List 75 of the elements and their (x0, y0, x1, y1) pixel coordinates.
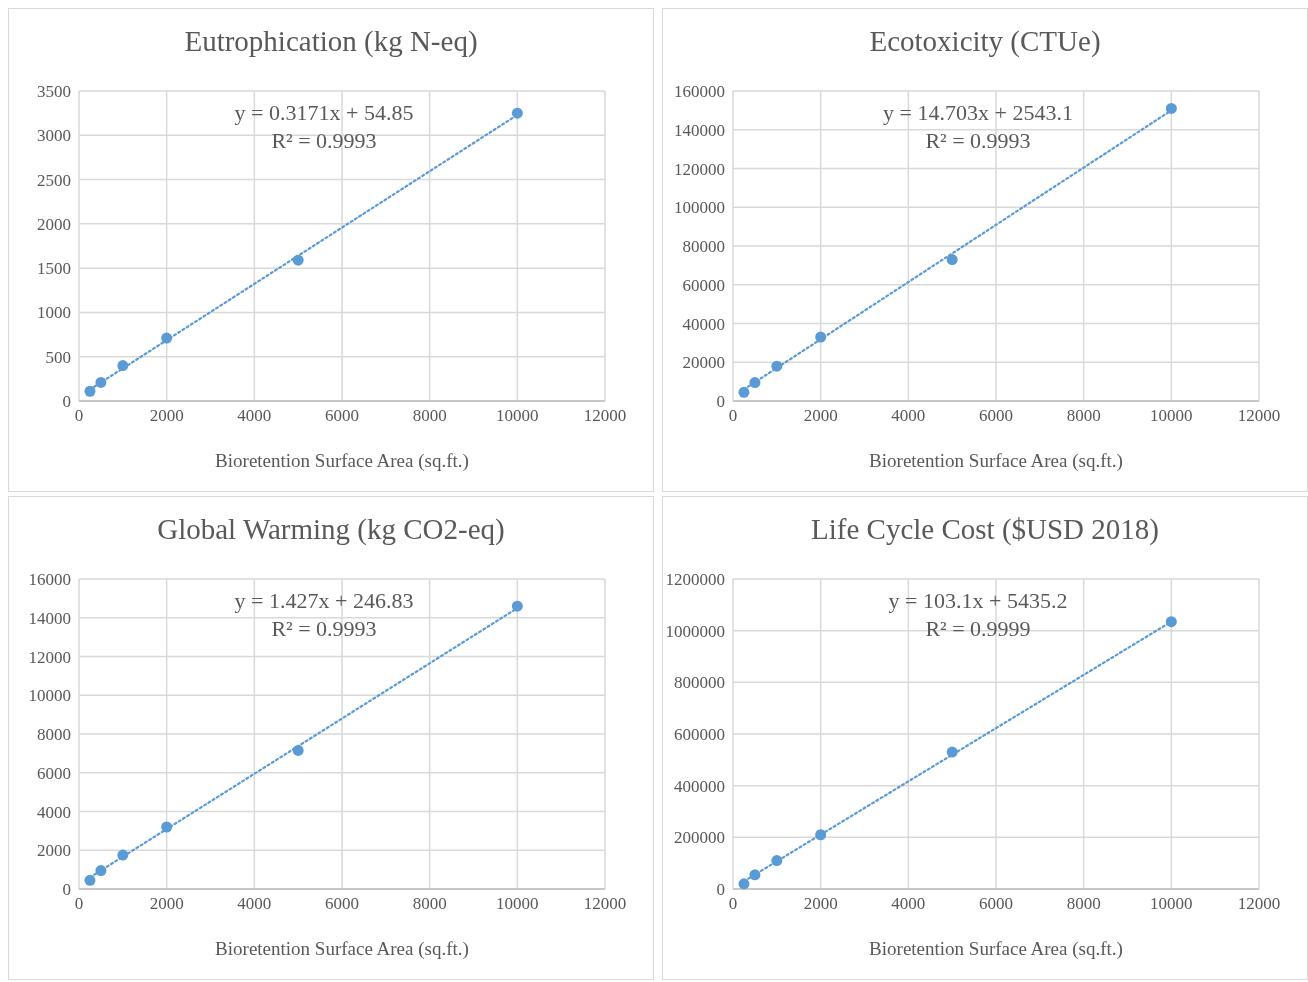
y-tick-label: 80000 (682, 237, 725, 257)
y-tick-label: 2000 (37, 214, 71, 234)
y-tick-label: 1200000 (665, 570, 725, 590)
x-tick-label: 6000 (325, 406, 359, 426)
x-tick-label: 4000 (237, 894, 272, 914)
chart-title: Eutrophication (kg N-eq) (183, 25, 479, 58)
x-tick-label: 10000 (496, 406, 539, 426)
chart-title: Global Warming (kg CO2-eq) (156, 513, 506, 546)
x-tick-label: 12000 (583, 894, 627, 914)
y-tick-label: 20000 (682, 353, 725, 373)
annotation: R² = 0.9993 (270, 127, 378, 155)
annotation: y = 0.3171x + 54.85 (233, 99, 415, 127)
point (1165, 102, 1177, 114)
y-tick-label: 60000 (682, 275, 725, 295)
y-tick-label: 2500 (37, 170, 71, 190)
y-tick-label: 12000 (28, 647, 71, 667)
annotation: y = 14.703x + 2543.1 (882, 99, 1074, 127)
y-tick-label: 3000 (37, 126, 71, 146)
y-tick-label: 2000 (37, 841, 71, 861)
y-tick-label: 0 (62, 880, 71, 900)
x-axis-title: Bioretention Surface Area (sq.ft.) (869, 450, 1123, 472)
y-tick-label: 1500 (37, 259, 71, 279)
x-tick-label: 10000 (496, 894, 539, 914)
x-axis-title: Bioretention Surface Area (sq.ft.) (869, 938, 1123, 960)
x-tick-label: 10000 (1150, 406, 1193, 426)
x-tick-label: 2000 (803, 406, 838, 426)
y-tick-label: 100000 (674, 198, 725, 218)
y-tick-label: 0 (716, 880, 725, 900)
y-tick-label: 0 (62, 392, 71, 412)
y-tick-label: 6000 (37, 763, 71, 783)
annotation: R² = 0.9999 (924, 615, 1032, 643)
annotation: R² = 0.9993 (270, 615, 378, 643)
y-tick-label: 10000 (28, 686, 71, 706)
x-tick-label: 8000 (1066, 894, 1101, 914)
y-tick-label: 0 (716, 392, 725, 412)
annotation: R² = 0.9993 (924, 127, 1032, 155)
x-tick-label: 8000 (1066, 406, 1101, 426)
x-tick-label: 4000 (237, 406, 272, 426)
x-tick-label: 8000 (412, 406, 447, 426)
x-tick-label: 4000 (891, 406, 926, 426)
y-tick-label: 140000 (674, 120, 725, 140)
y-tick-label: 14000 (28, 608, 71, 628)
x-tick-label: 2000 (149, 406, 184, 426)
x-tick-label: 6000 (979, 894, 1013, 914)
x-axis-title: Bioretention Surface Area (sq.ft.) (215, 450, 469, 472)
x-tick-label: 12000 (1237, 894, 1281, 914)
annotation: y = 1.427x + 246.83 (233, 587, 415, 615)
x-tick-label: 4000 (891, 894, 926, 914)
y-tick-label: 8000 (37, 725, 71, 745)
chart-title: Ecotoxicity (CTUe) (868, 25, 1102, 58)
chart-title: Life Cycle Cost ($USD 2018) (810, 513, 1160, 546)
x-tick-label: 10000 (1150, 894, 1193, 914)
x-axis-title: Bioretention Surface Area (sq.ft.) (215, 938, 469, 960)
y-tick-label: 800000 (674, 673, 725, 693)
x-tick-label: 2000 (803, 894, 838, 914)
x-tick-label: 8000 (412, 894, 447, 914)
x-tick-label: 12000 (583, 406, 627, 426)
y-tick-label: 600000 (674, 725, 725, 745)
y-tick-label: 400000 (674, 776, 725, 796)
y-tick-label: 1000 (37, 303, 71, 323)
y-tick-label: 40000 (682, 314, 725, 334)
annotation: y = 103.1x + 5435.2 (887, 587, 1069, 615)
x-tick-label: 6000 (979, 406, 1013, 426)
y-tick-label: 500 (45, 347, 71, 367)
y-tick-label: 200000 (674, 828, 725, 848)
y-tick-label: 16000 (28, 570, 71, 590)
y-tick-label: 120000 (674, 159, 725, 179)
y-tick-label: 4000 (37, 802, 71, 822)
x-tick-label: 6000 (325, 894, 359, 914)
y-tick-label: 3500 (37, 82, 71, 102)
x-tick-label: 12000 (1237, 406, 1281, 426)
y-tick-label: 160000 (674, 82, 725, 102)
point (946, 254, 958, 266)
x-tick-label: 2000 (149, 894, 184, 914)
y-tick-label: 1000000 (665, 621, 725, 641)
